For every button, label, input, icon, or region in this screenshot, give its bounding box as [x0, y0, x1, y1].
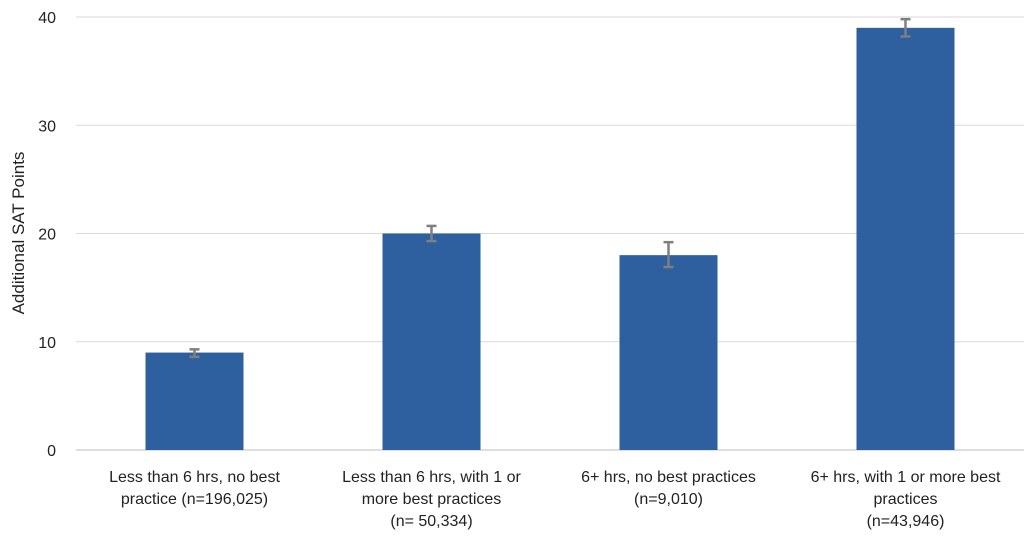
y-axis-title: Additional SAT Points: [9, 152, 28, 315]
y-axis-ticks: 0 10 20 30 40: [38, 10, 56, 460]
error-bars: [189, 17, 911, 359]
bar: [856, 27, 955, 450]
error-bar: [426, 224, 437, 243]
x-axis-categories: Less than 6 hrs, no best practice (n=196,…: [109, 469, 1001, 530]
bar: [382, 233, 481, 450]
y-tick-label: 30: [38, 118, 56, 135]
bar: [145, 352, 244, 450]
error-bar: [663, 240, 674, 269]
error-bar: [189, 348, 200, 359]
x-category-label: Less than 6 hrs, with 1 or more best prac…: [342, 469, 521, 530]
y-tick-label: 20: [38, 227, 56, 244]
y-tick-label: 0: [47, 443, 56, 460]
x-category-label: Less than 6 hrs, no best practice (n=196,…: [109, 469, 280, 508]
bars: [145, 27, 955, 450]
x-category-label: 6+ hrs, no best practices (n=9,010): [581, 469, 756, 508]
y-tick-label: 10: [38, 335, 56, 352]
error-bar: [900, 17, 911, 38]
bar: [619, 255, 718, 450]
y-tick-label: 40: [38, 10, 56, 27]
x-category-label: 6+ hrs, with 1 or more best practices (n=4…: [811, 469, 1001, 530]
